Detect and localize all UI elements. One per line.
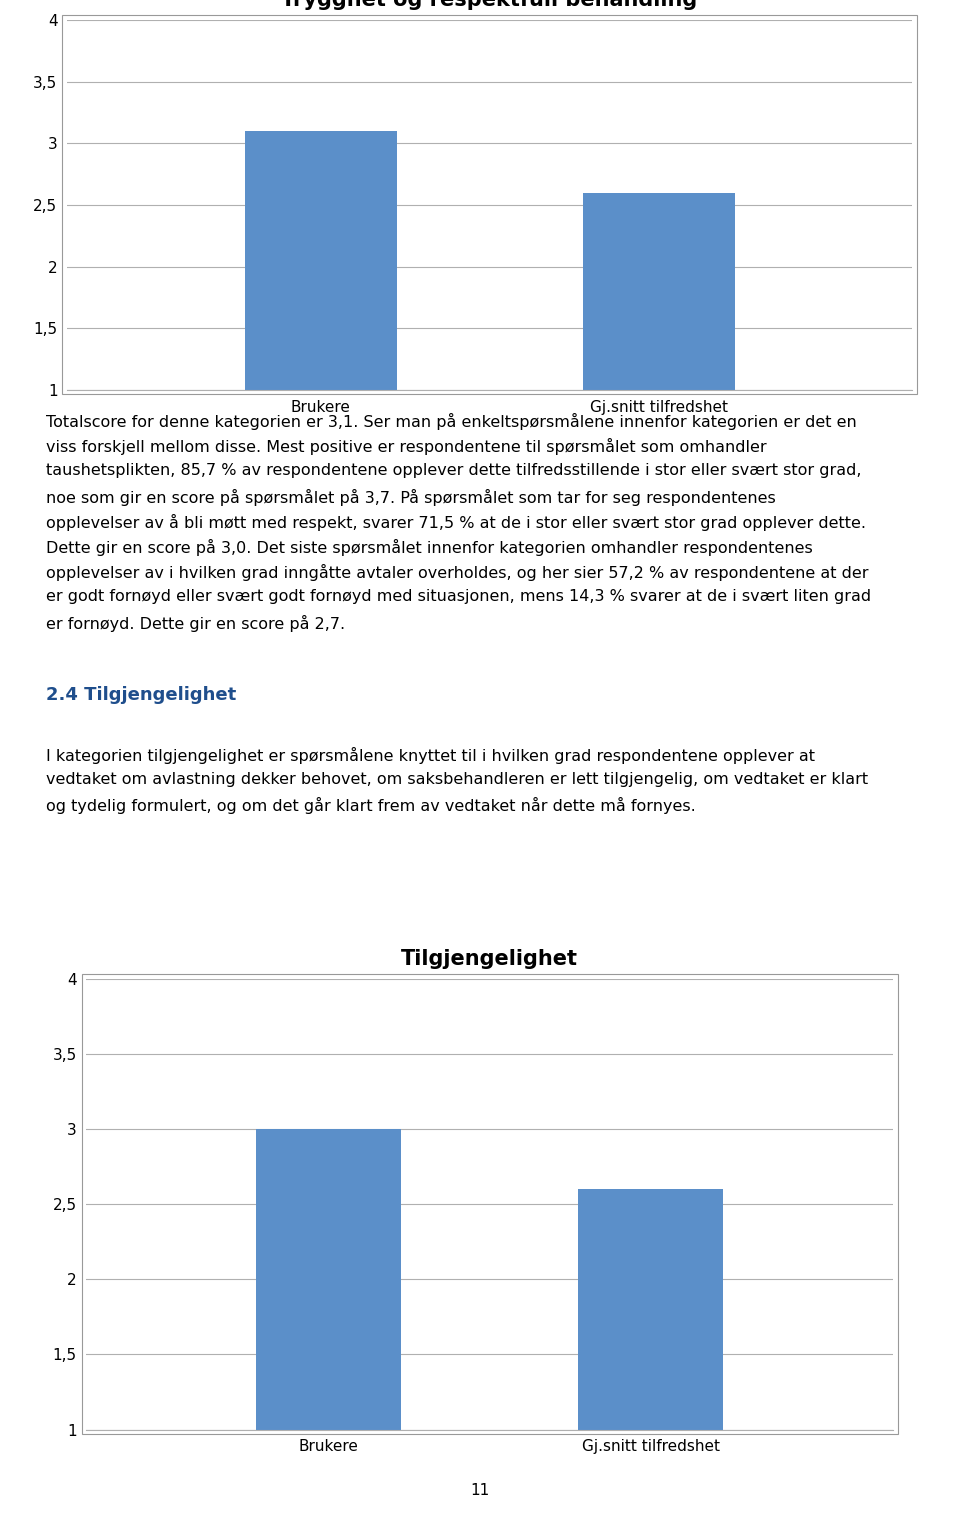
Text: 11: 11 — [470, 1483, 490, 1498]
Text: og tydelig formulert, og om det går klart frem av vedtaket når dette må fornyes.: og tydelig formulert, og om det går klar… — [46, 798, 696, 815]
Text: taushetsplikten, 85,7 % av respondentene opplever dette tilfredsstillende i stor: taushetsplikten, 85,7 % av respondentene… — [46, 463, 861, 479]
Text: vedtaket om avlastning dekker behovet, om saksbehandleren er lett tilgjengelig, : vedtaket om avlastning dekker behovet, o… — [46, 772, 868, 787]
Text: Dette gir en score på 3,0. Det siste spørsmålet innenfor kategorien omhandler re: Dette gir en score på 3,0. Det siste spø… — [46, 540, 813, 557]
Text: opplevelser av i hvilken grad inngåtte avtaler overholdes, og her sier 57,2 % av: opplevelser av i hvilken grad inngåtte a… — [46, 564, 869, 581]
Bar — [583, 193, 734, 514]
Text: noe som gir en score på spørsmålet på 3,7. På spørsmålet som tar for seg respond: noe som gir en score på spørsmålet på 3,… — [46, 488, 776, 506]
Bar — [578, 1190, 724, 1529]
Title: Tilgjengelighet: Tilgjengelighet — [401, 948, 578, 969]
Text: opplevelser av å bli møtt med respekt, svarer 71,5 % at de i stor eller svært st: opplevelser av å bli møtt med respekt, s… — [46, 514, 866, 531]
Text: 2.4 Tilgjengelighet: 2.4 Tilgjengelighet — [46, 687, 236, 703]
Text: er godt fornøyd eller svært godt fornøyd med situasjonen, mens 14,3 % svarer at : er godt fornøyd eller svært godt fornøyd… — [46, 589, 872, 604]
Text: viss forskjell mellom disse. Mest positive er respondentene til spørsmålet som o: viss forskjell mellom disse. Mest positi… — [46, 437, 767, 456]
Title: Trygghet og respektfull behandling: Trygghet og respektfull behandling — [281, 0, 698, 11]
Text: I kategorien tilgjengelighet er spørsmålene knyttet til i hvilken grad responden: I kategorien tilgjengelighet er spørsmål… — [46, 748, 815, 764]
Bar — [245, 131, 396, 514]
Text: Totalscore for denne kategorien er 3,1. Ser man på enkeltspørsmålene innenfor ka: Totalscore for denne kategorien er 3,1. … — [46, 413, 857, 430]
Text: er fornøyd. Dette gir en score på 2,7.: er fornøyd. Dette gir en score på 2,7. — [46, 615, 346, 631]
Bar — [255, 1128, 401, 1529]
